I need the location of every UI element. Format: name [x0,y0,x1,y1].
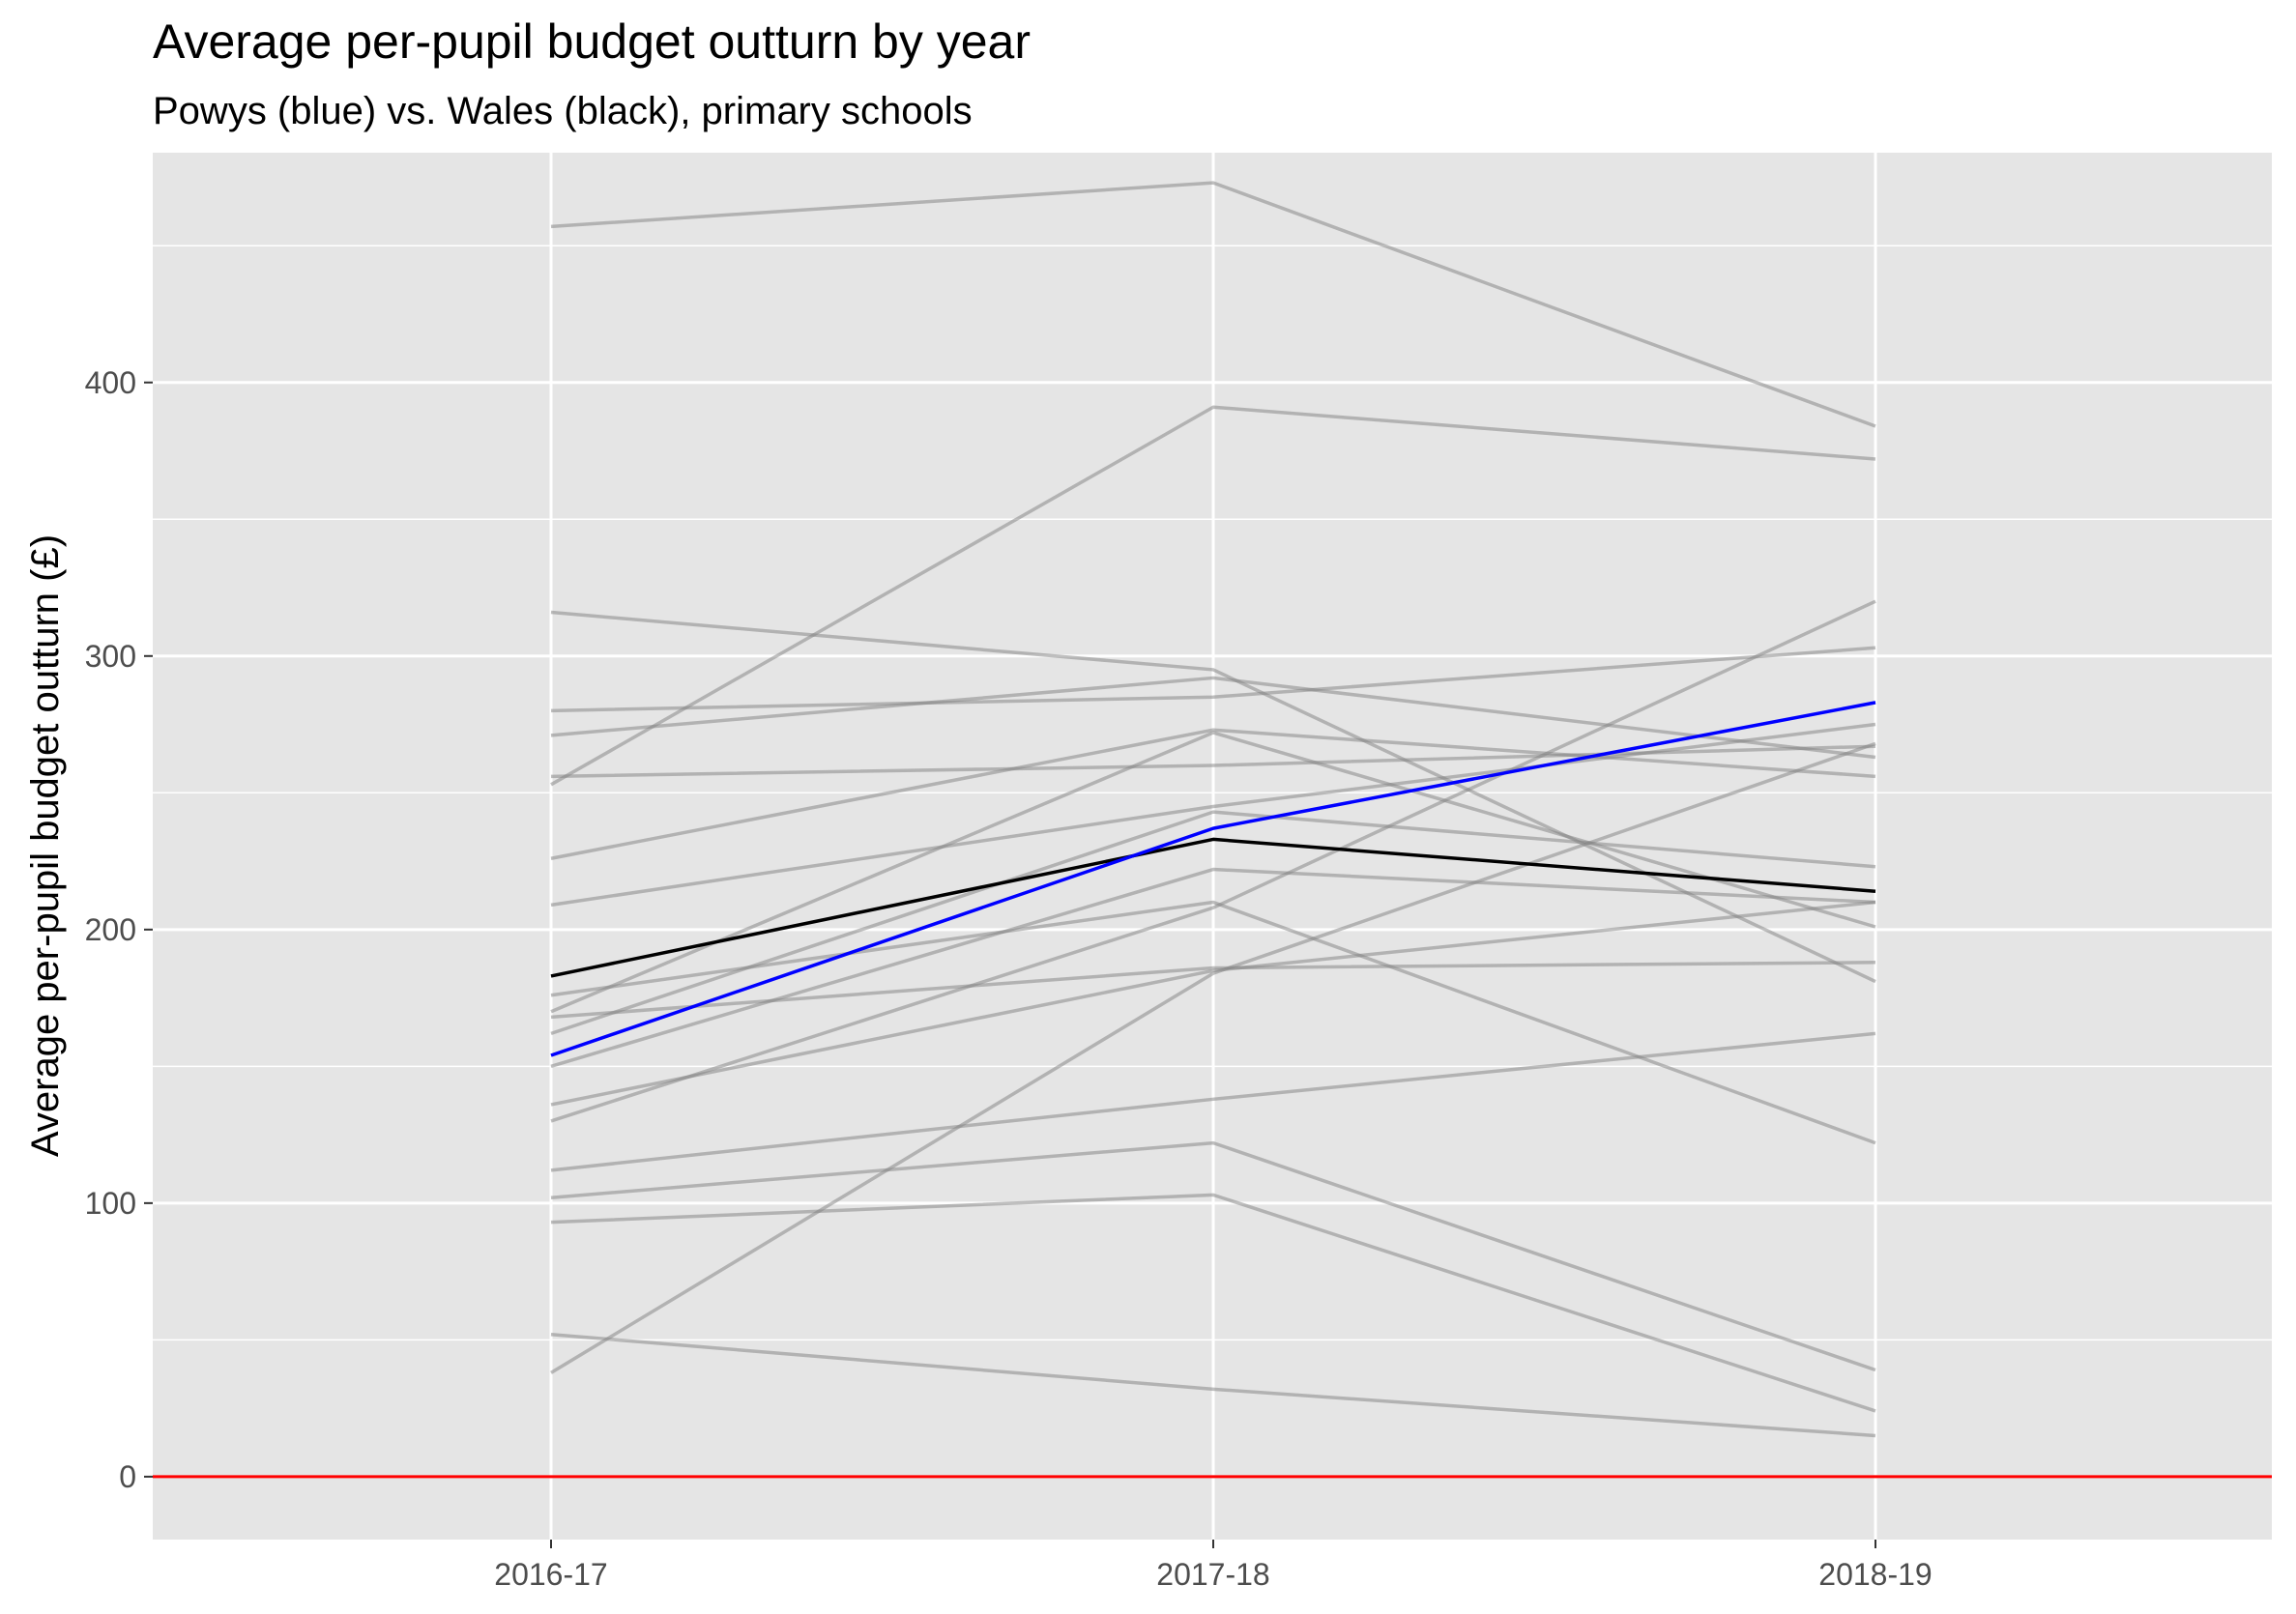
background-series-line [550,900,1876,1107]
axis-ticks: 0 100 200 300 400 2016-17 2017-18 2018-19 [85,365,1933,1592]
background-series-line [550,900,1876,1145]
background-series-line [550,1193,1876,1413]
background-series-line [550,599,1876,1123]
background-series-line [550,1031,1876,1172]
background-series-line [550,1140,1876,1372]
y-tick-label: 400 [85,365,136,400]
x-tick-label: 2018-19 [1818,1557,1932,1592]
background-series-line [550,1332,1876,1438]
background-series-line [550,728,1876,860]
background-series-line [550,722,1876,908]
y-tick-label: 0 [119,1459,136,1494]
background-series-line [550,676,1876,760]
series-lines [153,181,2272,1479]
background-series-line [550,646,1876,713]
background-series-line [550,810,1876,1036]
grid-lines [153,153,2272,1540]
background-series-line [550,181,1876,428]
background-series-line [550,731,1876,1014]
y-tick-label: 300 [85,639,136,674]
background-series-line [550,741,1876,1374]
highlight-series-line [550,837,1876,978]
y-tick-label: 200 [85,912,136,947]
chart-title: Average per-pupil budget outturn by year [153,14,1031,69]
chart-subtitle: Powys (blue) vs. Wales (black), primary … [153,90,973,132]
x-tick-label: 2017-18 [1156,1557,1269,1592]
background-series-line [550,961,1876,1020]
y-tick-label: 100 [85,1186,136,1221]
highlight-series-line [550,701,1876,1057]
background-series-line [550,610,1876,984]
x-tick-label: 2016-17 [494,1557,607,1592]
background-series-line [550,405,1876,787]
y-axis-title: Average per-pupil budget outturn (£) [24,534,67,1157]
